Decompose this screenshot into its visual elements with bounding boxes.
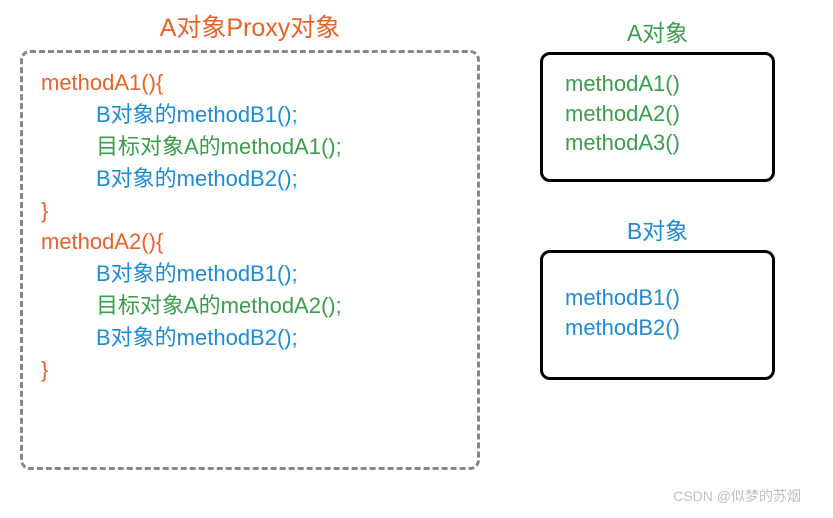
box-a-method-2: methodA2() [565,99,754,129]
method-a1-line-3: B对象的methodB2(); [41,163,459,195]
right-section: A对象 methodA1() methodA2() methodA3() B对象… [540,8,775,470]
box-a-group: A对象 methodA1() methodA2() methodA3() [540,14,775,182]
method-a1-line-2: 目标对象A的methodA1(); [41,131,459,163]
method-a1-header: methodA1(){ [41,67,459,99]
box-b-group: B对象 methodB1() methodB2() [540,212,775,380]
diagram-container: A对象Proxy对象 methodA1(){ B对象的methodB1(); 目… [0,0,833,470]
method-a2-line-1: B对象的methodB1(); [41,258,459,290]
proxy-title: A对象Proxy对象 [20,8,480,44]
box-b-method-2: methodB2() [565,313,754,343]
method-a1-close: } [41,195,459,227]
watermark: CSDN @似梦的苏烟 [673,486,801,506]
proxy-box: methodA1(){ B对象的methodB1(); 目标对象A的method… [20,50,480,470]
box-a-title: A对象 [540,14,775,48]
method-a1-line-1: B对象的methodB1(); [41,99,459,131]
box-b-method-1: methodB1() [565,283,754,313]
box-a-method-3: methodA3() [565,128,754,158]
method-a2-line-2: 目标对象A的methodA2(); [41,290,459,322]
box-a: methodA1() methodA2() methodA3() [540,52,775,182]
method-a2-header: methodA2(){ [41,226,459,258]
box-b: methodB1() methodB2() [540,250,775,380]
box-a-method-1: methodA1() [565,69,754,99]
method-a2-close: } [41,354,459,386]
method-a2-line-3: B对象的methodB2(); [41,322,459,354]
proxy-section: A对象Proxy对象 methodA1(){ B对象的methodB1(); 目… [20,8,480,470]
box-b-title: B对象 [540,212,775,246]
